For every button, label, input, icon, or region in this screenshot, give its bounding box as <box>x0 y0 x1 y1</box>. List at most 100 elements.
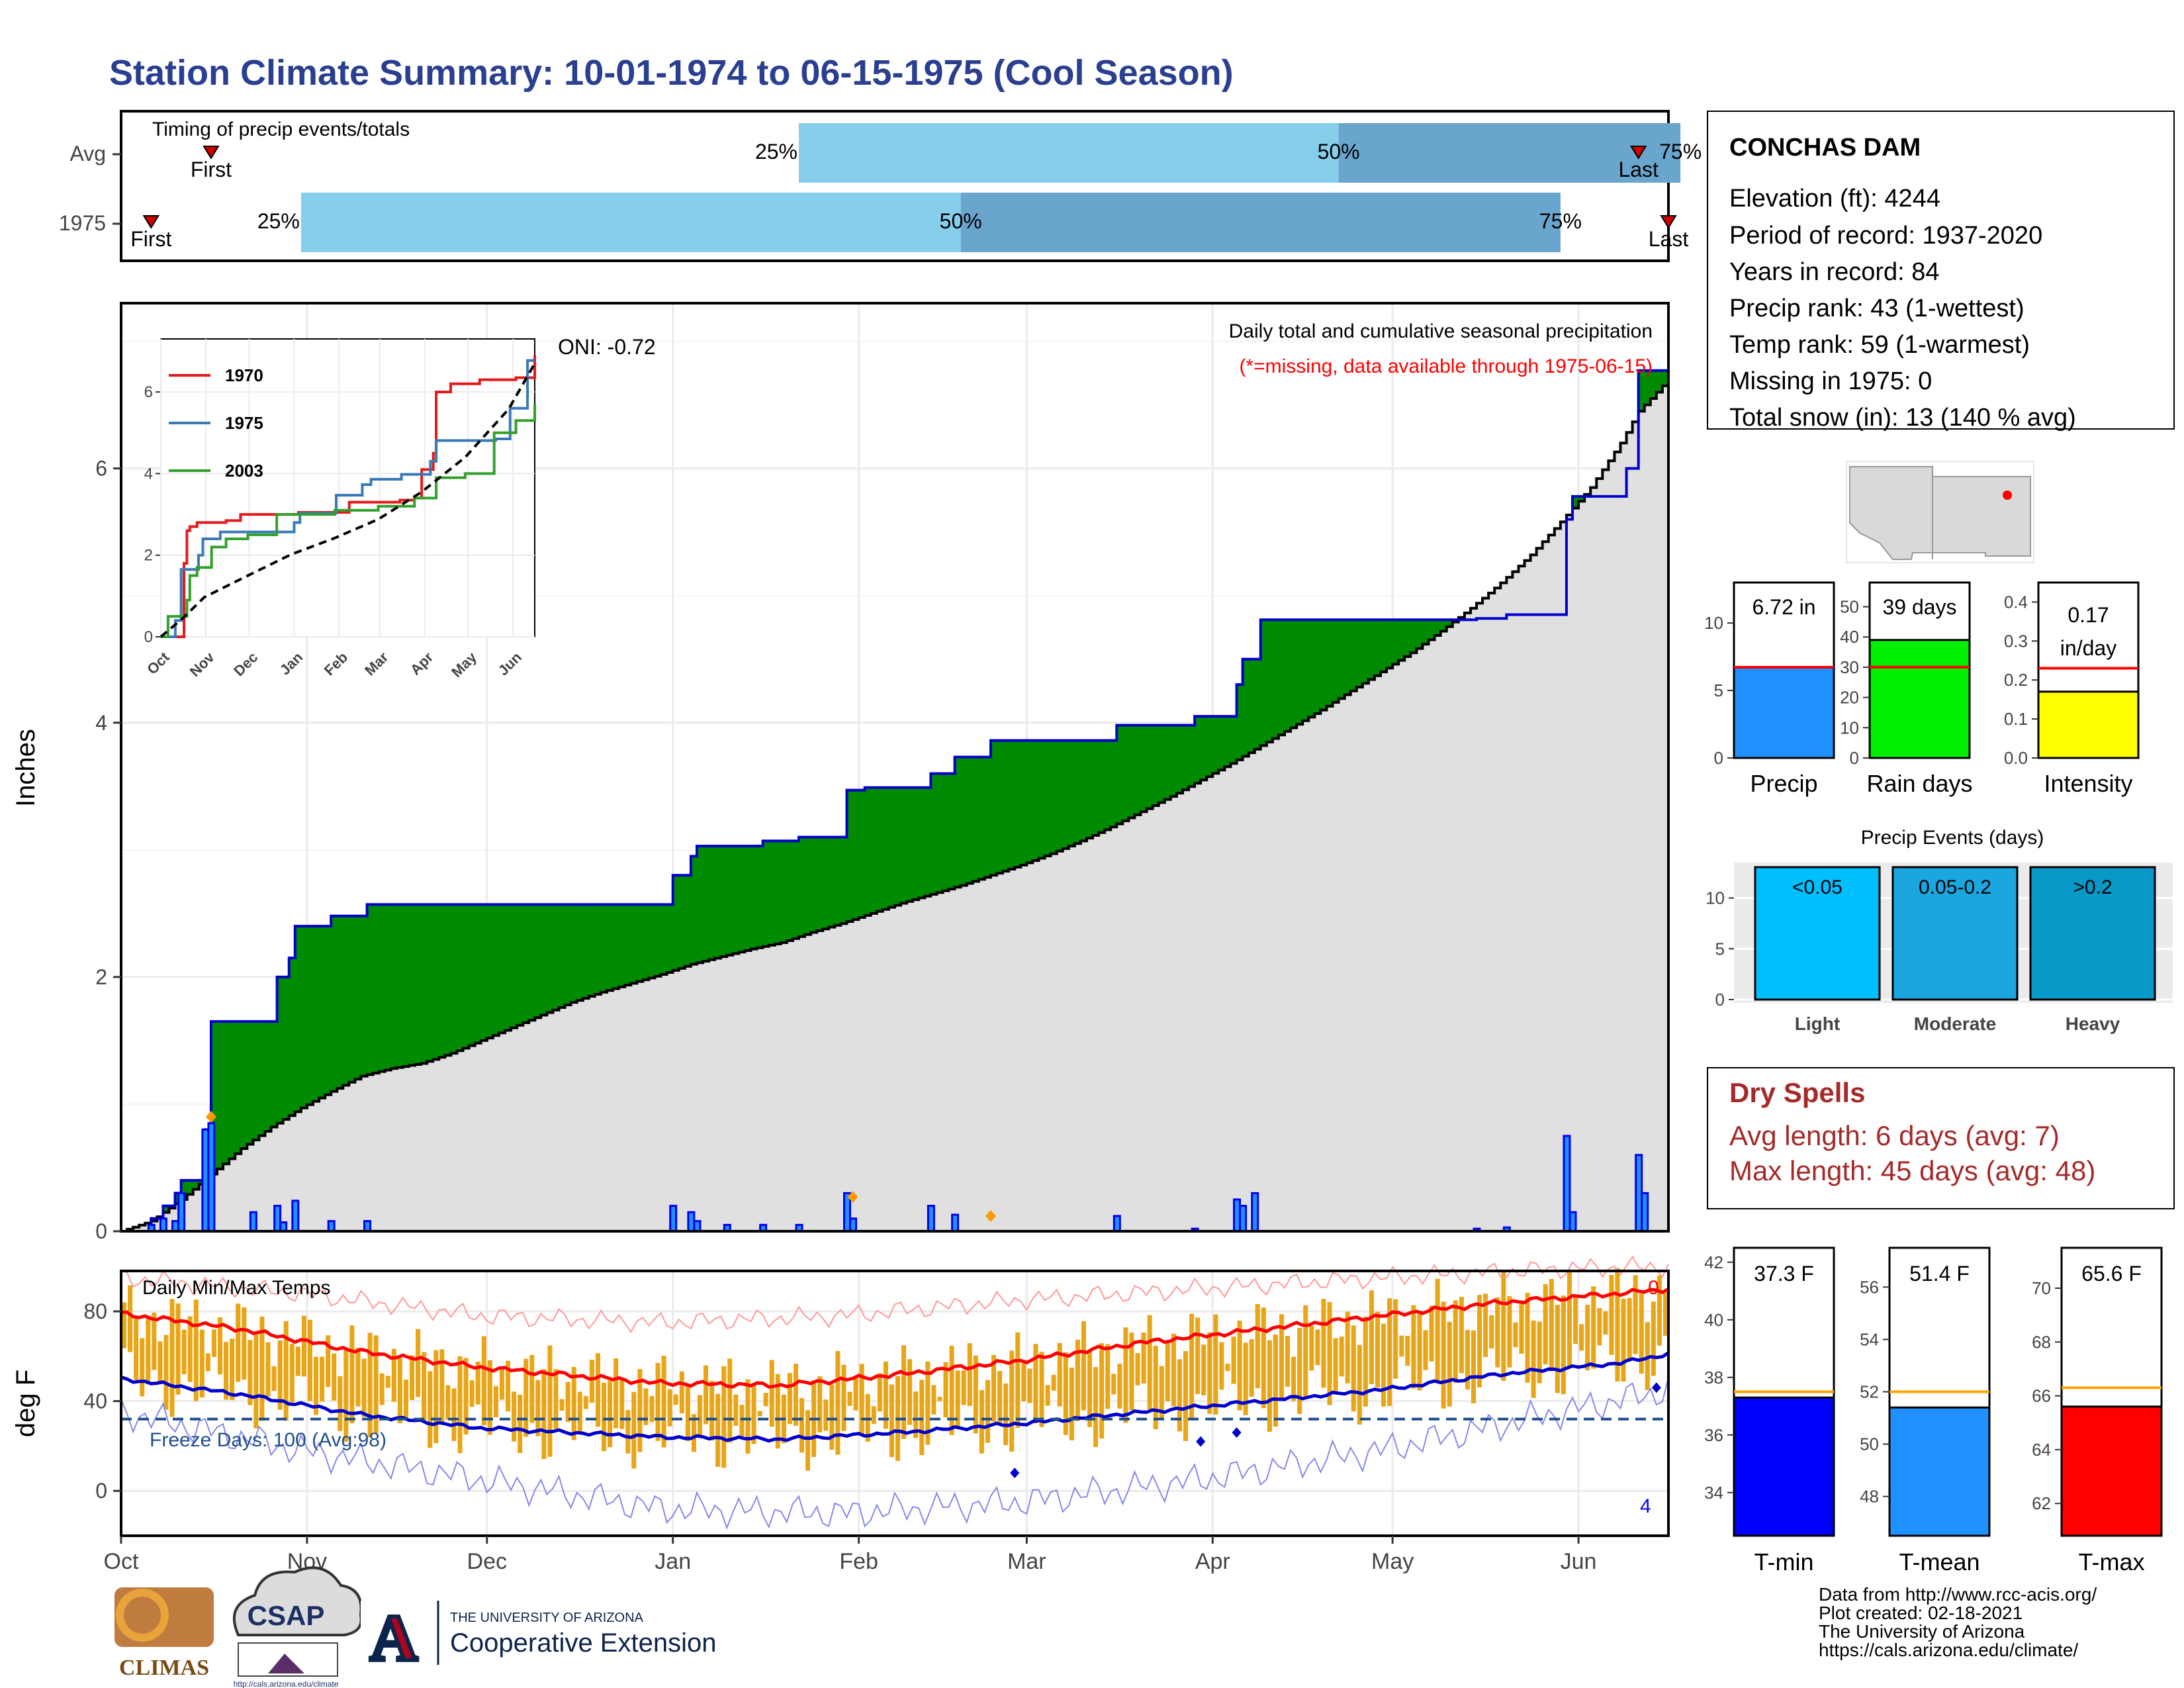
inset-series-1970 <box>161 355 536 638</box>
above-average-fill <box>1195 716 1201 784</box>
daily-temp-range-bar <box>1495 1297 1500 1368</box>
temp-frame <box>120 1270 1670 1537</box>
inset-legend-label: 1970 <box>225 365 263 385</box>
daily-precip-bar <box>1113 1215 1121 1233</box>
daily-temp-range-bar <box>643 1388 649 1425</box>
temp-summary-name: T-min <box>1754 1548 1814 1575</box>
daily-temp-range-bar <box>739 1405 745 1438</box>
daily-temp-range-bar <box>1267 1340 1272 1432</box>
daily-temp-range-bar <box>1471 1330 1477 1403</box>
daily-temp-range-bar <box>817 1376 823 1432</box>
above-average-fill <box>1170 725 1177 797</box>
above-average-fill <box>337 915 343 1089</box>
above-average-fill <box>259 1021 266 1136</box>
above-average-fill <box>919 787 925 898</box>
month-tick-label: Mar <box>1007 1549 1046 1574</box>
daily-temp-range-bar <box>1243 1342 1248 1415</box>
above-average-fill <box>433 904 439 1060</box>
daily-temp-range-bar <box>1501 1272 1506 1382</box>
daily-temp-range-bar <box>907 1359 913 1425</box>
daily-temp-range-bar <box>679 1371 684 1414</box>
above-average-fill <box>1332 620 1340 703</box>
timing-row-avg-label: Avg <box>69 142 106 165</box>
daily-temp-range-bar <box>1069 1367 1074 1440</box>
temp-summary-y-tick-label: 66 <box>2032 1386 2051 1406</box>
daily-precip-bar <box>849 1217 858 1233</box>
daily-temp-range-bar <box>469 1380 475 1407</box>
daily-temp-range-bar <box>211 1329 216 1357</box>
daily-precip-bar <box>1569 1211 1577 1233</box>
above-average-fill <box>1242 659 1250 757</box>
precip-y-tick-label: 0 <box>95 1219 107 1243</box>
daily-temp-range-bar <box>1057 1342 1062 1407</box>
above-average-fill <box>1056 740 1064 851</box>
daily-temp-range-bar <box>128 1285 133 1352</box>
temp-summary-y-tick-label: 54 <box>1860 1329 1879 1349</box>
above-average-fill <box>1116 725 1123 824</box>
timing-bar-25-50 <box>300 193 961 252</box>
daily-temp-range-bar <box>949 1346 954 1435</box>
station-years: Years in record: 84 <box>1729 258 1940 286</box>
daily-temp-range-bar <box>416 1329 421 1397</box>
daily-temp-range-bar <box>1195 1317 1201 1394</box>
summary-bars: 0 5 10 6.72 in Precip 0 10 20 30 40 50 39 days Rain … <box>1704 581 2140 797</box>
above-average-fill <box>655 904 662 976</box>
month-tick-label: May <box>1371 1549 1414 1574</box>
above-average-fill <box>390 904 398 1069</box>
ua-logo-bg <box>361 1601 427 1667</box>
event-category-label: Light <box>1795 1013 1840 1034</box>
above-average-fill <box>1044 740 1052 857</box>
page-title: Station Climate Summary: 10-01-1974 to 0… <box>109 53 1234 93</box>
daily-temp-range-bar <box>925 1361 931 1445</box>
above-average-fill <box>1230 716 1238 764</box>
above-average-fill <box>1128 725 1136 818</box>
precip-frame <box>120 302 1670 1233</box>
above-average-fill <box>1026 740 1034 863</box>
daily-temp-range-bar <box>1075 1339 1080 1421</box>
timing-p50-label: 50% <box>1318 140 1360 164</box>
daily-temp-range-bar <box>295 1346 300 1376</box>
daily-temp-range-bar <box>697 1395 703 1436</box>
above-average-fill <box>210 1021 218 1174</box>
daily-temp-range-bar <box>625 1409 631 1454</box>
daily-temp-range-bar <box>1249 1338 1254 1397</box>
summary-value-label: 6.72 in <box>1752 595 1815 619</box>
events-y-tick-label: 10 <box>1706 888 1725 908</box>
inset-legend: 1970 1975 2003 <box>169 365 263 481</box>
temp-summary-y-tick-label: 36 <box>1704 1425 1723 1445</box>
above-average-fill <box>306 926 314 1105</box>
above-average-fill <box>1410 620 1417 653</box>
observed-cumulative-line <box>121 369 1668 1233</box>
above-average-fill <box>990 740 997 876</box>
above-average-fill <box>1062 740 1069 849</box>
daily-temp-range-bar <box>1465 1329 1470 1390</box>
daily-temp-range-bar <box>1597 1308 1602 1346</box>
daily-temp-range-bar <box>937 1397 942 1401</box>
daily-temp-range-bar <box>805 1410 811 1471</box>
climas-logo-text: CLIMAS <box>119 1656 209 1680</box>
above-average-fill <box>1387 620 1393 669</box>
above-average-fill <box>1182 725 1189 790</box>
above-average-fill <box>582 904 590 999</box>
above-average-fill <box>469 904 476 1046</box>
temp-summary-y-tick-label: 38 <box>1704 1368 1723 1387</box>
above-average-fill <box>936 773 944 893</box>
summary-y-tick-label: 40 <box>1840 627 1859 647</box>
daily-temp-range-bar <box>175 1303 181 1395</box>
daily-temp-range-bar <box>499 1368 504 1400</box>
footer-line-3: The University of Arizona <box>1819 1621 2025 1642</box>
dry-avg: Avg length: 6 days (avg: 7) <box>1729 1120 2060 1151</box>
station-elevation: Elevation (ft): 4244 <box>1729 185 1940 212</box>
summary-y-tick-label: 0.3 <box>2004 631 2028 651</box>
daily-temp-range-bar <box>313 1356 319 1415</box>
daily-temp-range-bar <box>829 1384 835 1450</box>
daily-temp-range-bar <box>1459 1297 1464 1374</box>
timing-rows: 25% 50% 75% First Last 25% 50% 75% First Last <box>113 123 1702 252</box>
above-average-fill <box>1291 620 1297 728</box>
summary-bar-intensity <box>2037 690 2140 759</box>
daily-temp-range-bar <box>541 1369 547 1460</box>
above-average-fill <box>997 740 1003 874</box>
summary-value-label-unit: in/day <box>2060 636 2116 660</box>
daily-temp-range-bar <box>199 1329 205 1398</box>
